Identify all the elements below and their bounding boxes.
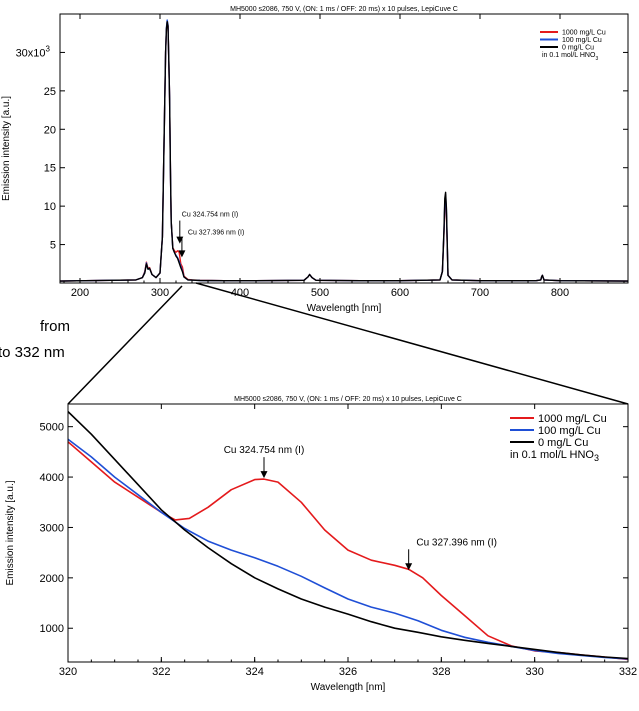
chart0-x-tick-label: 600: [391, 287, 409, 299]
chart0-annotation-1: Cu 327.396 nm (I): [188, 229, 244, 236]
chart0-series-1-line: [60, 19, 628, 282]
chart1-legend-entry-2: 0 mg/L Cu: [538, 437, 588, 449]
chart0-legend-entry-0: 1000 mg/L Cu: [562, 29, 606, 36]
chart1-legend-entry-0: 1000 mg/L Cu: [538, 413, 607, 425]
zoom-connector-left: [67, 285, 183, 405]
chart1-x-axis-label: Wavelength [nm]: [311, 682, 386, 693]
chart0-legend-entry-2: 0 mg/L Cu: [562, 44, 594, 51]
chart0-frame: [59, 13, 629, 284]
chart1-series-0-line: [68, 441, 628, 661]
chart0-x-axis-label: Wavelength [nm]: [307, 303, 382, 314]
chart0-x-tick-label: 700: [471, 287, 489, 299]
chart1-y-tick-label: 5000: [40, 422, 64, 434]
chart1-annotation-0: Cu 324.754 nm (I): [224, 445, 305, 456]
chart1-x-tick-label: 320: [59, 666, 77, 678]
chart1-y-tick-label: 4000: [40, 472, 64, 484]
chart0-y-tick-label: 10: [44, 201, 56, 213]
chart0-legend-note: in 0.1 mol/L HNO3: [542, 52, 598, 62]
chart1-annotation-arrowhead-0: [260, 471, 268, 479]
chart1-plot-area: [68, 411, 628, 661]
chart0-x-tick-label: 500: [311, 287, 329, 299]
chart1-annotation-arrowhead-1: [405, 563, 413, 571]
top-spectrum-chart: MH5000 s2086, 750 V, (ON: 1 ms / OFF: 20…: [1, 6, 629, 314]
chart1-title: MH5000 s2086, 750 V, (ON: 1 ms / OFF: 20…: [234, 396, 462, 403]
chart1-y-tick-label: 2000: [40, 573, 64, 585]
chart1-legend-entry-1: 100 mg/L Cu: [538, 425, 601, 437]
chart1-series-2-line: [68, 411, 628, 660]
chart0-legend-entry-1: 100 mg/L Cu: [562, 37, 602, 44]
chart0-x-tick-label: 400: [231, 287, 249, 299]
chart0-x-tick-label: 200: [71, 287, 89, 299]
chart1-x-tick-label: 324: [245, 666, 263, 678]
chart1-annotation-1: Cu 327.396 nm (I): [416, 537, 497, 548]
chart1-x-tick-label: 326: [339, 666, 357, 678]
chart0-title: MH5000 s2086, 750 V, (ON: 1 ms / OFF: 20…: [230, 6, 458, 13]
chart1-y-axis-label: Emission intensity [a.u.]: [5, 480, 16, 585]
chart0-annotation-0: Cu 324.754 nm (I): [182, 212, 238, 219]
chart0-series-0-line: [60, 21, 628, 282]
chart0-y-tick-label: 20: [44, 124, 56, 136]
chart0-y-tick-label: 25: [44, 86, 56, 98]
zoom-spectrum-chart: MH5000 s2086, 750 V, (ON: 1 ms / OFF: 20…: [5, 396, 637, 693]
chart0-plot-area: [60, 19, 628, 282]
chart1-x-tick-label: 330: [525, 666, 543, 678]
zoom-note-line2: to 332 nm: [0, 344, 65, 361]
chart0-series-2-line: [60, 21, 628, 282]
chart1-x-tick-label: 322: [152, 666, 170, 678]
chart0-annotation-arrowhead-0: [176, 236, 184, 244]
chart1-x-tick-label: 328: [432, 666, 450, 678]
chart1-series-1-line: [68, 438, 628, 660]
chart0-y-axis-label: Emission intensity [a.u.]: [1, 96, 12, 201]
chart1-y-tick-label: 3000: [40, 522, 64, 534]
chart1-legend-note: in 0.1 mol/L HNO3: [510, 449, 599, 463]
chart1-y-tick-label: 1000: [40, 623, 64, 635]
chart0-x-tick-label: 300: [151, 287, 169, 299]
chart0-y-exponent: 3: [46, 44, 51, 53]
chart0-annotation-arrowhead-1: [178, 250, 186, 258]
chart0-y-tick-label: 15: [44, 163, 56, 175]
chart0-y-tick-label: 5: [50, 240, 56, 252]
zoom-note-line1: from: [40, 318, 70, 335]
chart0-x-tick-label: 800: [551, 287, 569, 299]
chart0-y-tick-label: 30x103: [16, 44, 51, 59]
zoom-connector-right: [195, 282, 629, 405]
chart1-x-tick-label: 332: [619, 666, 637, 678]
